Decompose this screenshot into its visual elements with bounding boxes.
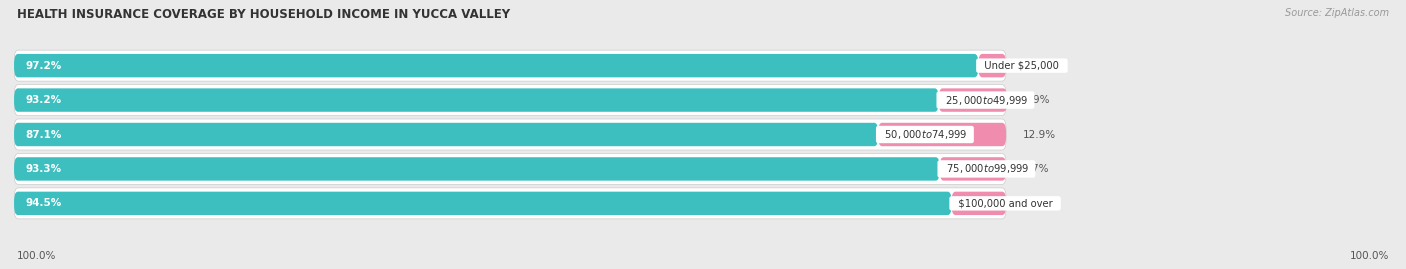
Text: $50,000 to $74,999: $50,000 to $74,999: [879, 128, 972, 141]
Text: 97.2%: 97.2%: [25, 61, 62, 71]
Text: 100.0%: 100.0%: [1350, 251, 1389, 261]
Text: 93.3%: 93.3%: [25, 164, 62, 174]
Text: 87.1%: 87.1%: [25, 129, 62, 140]
Text: $75,000 to $99,999: $75,000 to $99,999: [939, 162, 1033, 175]
Text: 2.8%: 2.8%: [1022, 61, 1049, 71]
FancyBboxPatch shape: [14, 123, 879, 146]
FancyBboxPatch shape: [14, 192, 952, 215]
FancyBboxPatch shape: [939, 157, 1007, 181]
Text: 100.0%: 100.0%: [17, 251, 56, 261]
Text: 5.5%: 5.5%: [1022, 198, 1049, 208]
Text: 6.9%: 6.9%: [1024, 95, 1050, 105]
FancyBboxPatch shape: [14, 157, 939, 181]
Text: 6.7%: 6.7%: [1022, 164, 1049, 174]
Text: Source: ZipAtlas.com: Source: ZipAtlas.com: [1285, 8, 1389, 18]
Text: $25,000 to $49,999: $25,000 to $49,999: [939, 94, 1032, 107]
FancyBboxPatch shape: [879, 123, 1007, 146]
FancyBboxPatch shape: [14, 84, 1007, 116]
FancyBboxPatch shape: [939, 88, 1007, 112]
Text: Under $25,000: Under $25,000: [979, 61, 1066, 71]
FancyBboxPatch shape: [14, 88, 939, 112]
Text: 12.9%: 12.9%: [1022, 129, 1056, 140]
Text: $100,000 and over: $100,000 and over: [952, 198, 1059, 208]
FancyBboxPatch shape: [952, 192, 1007, 215]
FancyBboxPatch shape: [14, 54, 979, 77]
FancyBboxPatch shape: [14, 153, 1007, 185]
Text: 94.5%: 94.5%: [25, 198, 62, 208]
FancyBboxPatch shape: [979, 54, 1007, 77]
FancyBboxPatch shape: [14, 50, 1007, 81]
Text: HEALTH INSURANCE COVERAGE BY HOUSEHOLD INCOME IN YUCCA VALLEY: HEALTH INSURANCE COVERAGE BY HOUSEHOLD I…: [17, 8, 510, 21]
Text: 93.2%: 93.2%: [25, 95, 62, 105]
FancyBboxPatch shape: [14, 119, 1007, 150]
FancyBboxPatch shape: [14, 188, 1007, 219]
